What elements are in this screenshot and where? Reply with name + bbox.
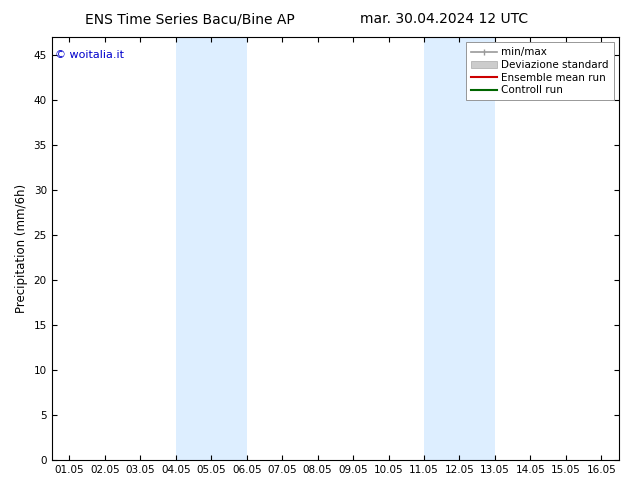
Y-axis label: Precipitation (mm/6h): Precipitation (mm/6h): [15, 184, 28, 313]
Text: mar. 30.04.2024 12 UTC: mar. 30.04.2024 12 UTC: [359, 12, 528, 26]
Bar: [176, 37, 247, 460]
Text: © woitalia.it: © woitalia.it: [55, 50, 124, 60]
Text: ENS Time Series Bacu/Bine AP: ENS Time Series Bacu/Bine AP: [86, 12, 295, 26]
Bar: [424, 37, 495, 460]
Legend: min/max, Deviazione standard, Ensemble mean run, Controll run: min/max, Deviazione standard, Ensemble m…: [465, 42, 614, 100]
